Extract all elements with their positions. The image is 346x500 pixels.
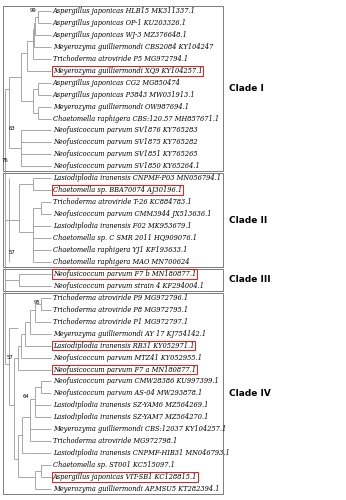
Text: 63: 63 [9, 126, 16, 130]
Text: Clade IV: Clade IV [229, 389, 271, 398]
Text: 99: 99 [30, 8, 37, 13]
Text: Clade I: Clade I [229, 84, 263, 93]
Text: Lasiodiplodia iranensis CNPMF-HIB31 MN046793.1: Lasiodiplodia iranensis CNPMF-HIB31 MN04… [53, 449, 229, 457]
Text: Meyerozyma guilliermondi CBS2084 KY104247: Meyerozyma guilliermondi CBS2084 KY10424… [53, 43, 213, 51]
Text: Meyerozyma guilliermondi OW987694.1: Meyerozyma guilliermondi OW987694.1 [53, 102, 189, 110]
Text: Neofusicoccum parvum strain 4 KF294004.1: Neofusicoccum parvum strain 4 KF294004.1 [53, 282, 204, 290]
Text: Trichoderma atroviride P5 MG972794.1: Trichoderma atroviride P5 MG972794.1 [53, 55, 188, 63]
Text: 95: 95 [33, 300, 40, 305]
Text: Chaetomella raphigera MAO MN700624: Chaetomella raphigera MAO MN700624 [53, 258, 189, 266]
Text: Chaetomella sp. BBA70074 AJ30196.1: Chaetomella sp. BBA70074 AJ30196.1 [53, 186, 182, 194]
Text: Lasiodiplodia iranensis SZ-YAM6 MZ564269.1: Lasiodiplodia iranensis SZ-YAM6 MZ564269… [53, 402, 208, 409]
Text: Trichoderma atroviride P8 MG972795.1: Trichoderma atroviride P8 MG972795.1 [53, 306, 188, 314]
Text: Aspergillus japonicas WJ-3 MZ376648.1: Aspergillus japonicas WJ-3 MZ376648.1 [53, 31, 188, 39]
Text: 64: 64 [22, 394, 29, 400]
Text: Chaetomella sp. ST001 KC515097.1: Chaetomella sp. ST001 KC515097.1 [53, 461, 175, 469]
Text: Lasiodiplodia iranensis CNPMF-P03 MN056794.1: Lasiodiplodia iranensis CNPMF-P03 MN0567… [53, 174, 221, 182]
Text: Neofusicoccum parvum F7 b MN180877.1: Neofusicoccum parvum F7 b MN180877.1 [53, 270, 196, 278]
Text: Lasiodiplodia iranensis SZ-YAM7 MZ564270.1: Lasiodiplodia iranensis SZ-YAM7 MZ564270… [53, 414, 208, 422]
Text: Aspergillus japonicas CG2 MG850474: Aspergillus japonicas CG2 MG850474 [53, 78, 181, 86]
Text: 57: 57 [9, 250, 16, 255]
Text: Neofusicoccum parvum SV1851 KY765265: Neofusicoccum parvum SV1851 KY765265 [53, 150, 197, 158]
Text: Neofusicoccum parvum CMW28386 KU997399.1: Neofusicoccum parvum CMW28386 KU997399.1 [53, 378, 218, 386]
Text: Clade II: Clade II [229, 216, 267, 224]
Text: Neofusicoccum parvum F7 a MN180877.1: Neofusicoccum parvum F7 a MN180877.1 [53, 366, 196, 374]
Text: 76: 76 [1, 158, 8, 163]
Text: Trichoderma atroviride T-26 KC884783.1: Trichoderma atroviride T-26 KC884783.1 [53, 198, 191, 206]
Text: Meyerozyma guilliermondi AY 17 KJ754142.1: Meyerozyma guilliermondi AY 17 KJ754142.… [53, 330, 206, 338]
Text: Lasiodiplodia iranensis F02 MK953679.1: Lasiodiplodia iranensis F02 MK953679.1 [53, 222, 191, 230]
Text: Meyerozyma guilliermondi CBS:12037 KY104257.1: Meyerozyma guilliermondi CBS:12037 KY104… [53, 426, 226, 434]
Text: Aspergillus japonicas OP-1 KU203326.1: Aspergillus japonicas OP-1 KU203326.1 [53, 19, 187, 27]
Text: Clade III: Clade III [229, 276, 270, 284]
Text: Aspergillus japonicas HLB15 MK311337.1: Aspergillus japonicas HLB15 MK311337.1 [53, 7, 195, 15]
Text: Trichoderma atroviride P9 MG972796.1: Trichoderma atroviride P9 MG972796.1 [53, 294, 188, 302]
Text: 57: 57 [7, 355, 13, 360]
Text: Chaetomella sp. C SMR 2011 HQ909076.1: Chaetomella sp. C SMR 2011 HQ909076.1 [53, 234, 197, 242]
Text: Neofusicoccum parvum SV1850 KY65264.1: Neofusicoccum parvum SV1850 KY65264.1 [53, 162, 200, 170]
Text: Neofusicoccum parvum SV1875 KY765282: Neofusicoccum parvum SV1875 KY765282 [53, 138, 197, 146]
Text: Meyerozyma guilliermondi XQ9 KY104257.1: Meyerozyma guilliermondi XQ9 KY104257.1 [53, 66, 202, 74]
Text: Neofusicoccum parvum MTZ41 KY052955.1: Neofusicoccum parvum MTZ41 KY052955.1 [53, 354, 202, 362]
Text: Neofusicoccum parvum AS-04 MW293878.1: Neofusicoccum parvum AS-04 MW293878.1 [53, 390, 202, 398]
Text: Meyerozyma guilliermondi AP.MSU5 KT282394.1: Meyerozyma guilliermondi AP.MSU5 KT28239… [53, 485, 219, 493]
Bar [3, 6, 223, 172]
Bar [3, 293, 223, 494]
Text: Lasiodiplodia iranensis RB31 KY052971.1: Lasiodiplodia iranensis RB31 KY052971.1 [53, 342, 194, 349]
Text: Chaetomella raphigera YJ1 KF193633.1: Chaetomella raphigera YJ1 KF193633.1 [53, 246, 187, 254]
Text: Trichoderma atroviride MG972798.1: Trichoderma atroviride MG972798.1 [53, 437, 177, 445]
Text: Aspergillus japonicas P3843 MW031913.1: Aspergillus japonicas P3843 MW031913.1 [53, 90, 195, 98]
Text: Trichoderma atroviride P1 MG972797.1: Trichoderma atroviride P1 MG972797.1 [53, 318, 188, 326]
Bar [3, 269, 223, 291]
Text: Neofusicoccum parvum SV1876 KY765283: Neofusicoccum parvum SV1876 KY765283 [53, 126, 197, 134]
Text: Chaetomella raphigera CBS:120.57 MH857671.1: Chaetomella raphigera CBS:120.57 MH85767… [53, 114, 219, 122]
Text: Neofusicoccum parvum CMM3944 JX513636.1: Neofusicoccum parvum CMM3944 JX513636.1 [53, 210, 211, 218]
Bar [3, 174, 223, 267]
Text: Aspergillus japonicas VIT-SB1 KC128815.1: Aspergillus japonicas VIT-SB1 KC128815.1 [53, 473, 197, 481]
